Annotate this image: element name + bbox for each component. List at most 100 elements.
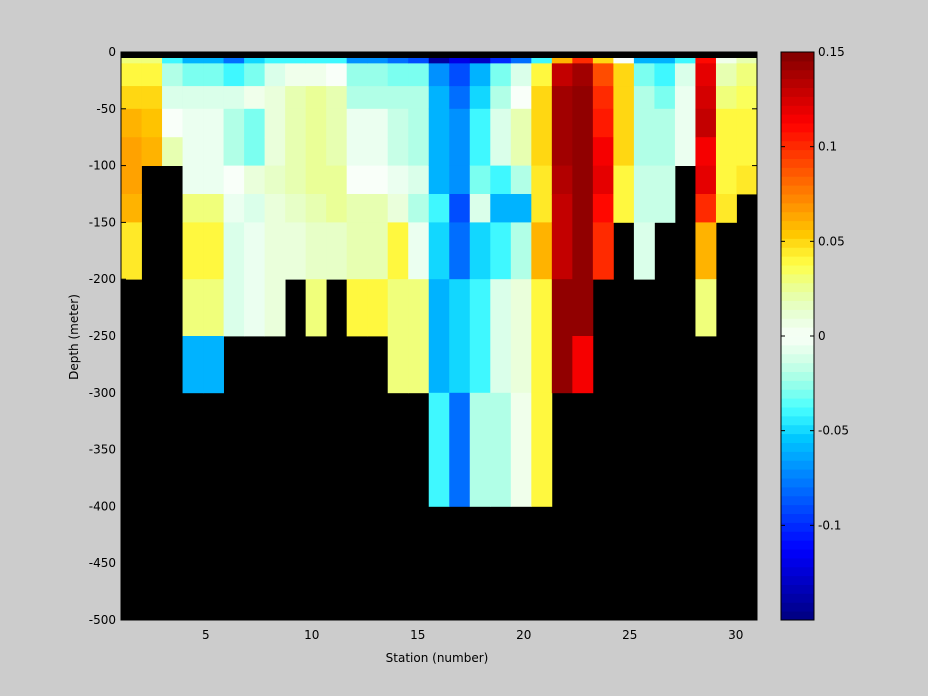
colorbar-swatch [781,140,814,151]
heatmap-cell [285,222,307,280]
colorbar-swatch [781,486,814,497]
heatmap-cell [244,222,266,280]
y-tick-label: -300 [89,386,116,400]
colorbar-swatch [781,513,814,523]
heatmap-cell [510,392,532,507]
heatmap-cell [428,222,450,280]
heatmap-cell [326,63,348,87]
colorbar-swatch [781,220,814,231]
heatmap-cell [654,108,676,166]
heatmap-cell [592,108,614,138]
heatmap-cell [592,165,614,195]
heatmap-cell [695,63,717,87]
heatmap-cell [695,279,717,337]
colorbar-swatch [781,389,814,399]
heatmap-cell [285,86,307,110]
heatmap-cell [203,194,224,223]
heatmap-cell [346,86,368,110]
heatmap-cell [715,86,737,110]
heatmap-cell [141,108,163,138]
heatmap-cell [428,392,450,507]
colorbar-swatch [781,309,814,319]
heatmap-cell [490,279,512,394]
heatmap-cell [551,63,573,87]
heatmap-cell [203,222,224,280]
heatmap-cell [305,165,327,195]
heatmap-cell [408,63,430,87]
colorbar-tick-label: 0.1 [818,140,837,154]
colorbar-swatches [781,52,814,621]
colorbar-swatch [781,96,814,106]
heatmap-cell [490,63,512,87]
colorbar-swatch [781,460,814,470]
colorbar-swatch [781,504,814,515]
heatmap-cell [674,63,696,87]
heatmap-cell [490,108,512,166]
heatmap-cell [162,108,183,138]
heatmap-cell [551,165,573,195]
heatmap-cell [387,86,409,110]
heatmap-cell [449,165,471,195]
colorbar-swatch [781,149,814,159]
heatmap-cell [244,108,266,138]
colorbar-swatch [781,265,814,275]
heatmap-cell [449,86,471,110]
heatmap-cell [428,86,450,110]
heatmap-cell [367,194,389,223]
heatmap-cell [244,137,266,166]
colorbar-swatch [781,131,814,142]
heatmap-cell [387,194,409,223]
heatmap-cell [387,165,409,195]
heatmap-cell [469,63,491,87]
heatmap-cell [244,194,266,223]
heatmap-cell [490,194,512,223]
y-axis: 0 -50 -100 -150 -200 -250 -300 -350 -400 -450 -500 [89,45,757,627]
colorbar-swatch [781,495,814,506]
heatmap-cell [613,86,635,166]
x-tick-label: 10 [304,628,319,642]
y-tick-label: -200 [89,272,116,286]
heatmap-cell [346,279,368,337]
heatmap-cell [264,86,286,110]
colorbar-swatch [781,540,814,550]
colorbar-swatch [781,211,814,222]
colorbar-swatch [781,424,814,435]
heatmap-cell [510,222,532,280]
heatmap-cell [695,222,717,280]
heatmap-cell [367,165,389,195]
colorbar-swatch [781,238,814,248]
heatmap-cell [367,63,389,87]
colorbar-swatch [781,282,814,293]
heatmap-cell [428,108,450,166]
heatmap-cell [715,194,737,223]
x-tick-label: 25 [622,628,637,642]
heatmap-cell [326,108,348,138]
heatmap-cell [162,86,183,110]
heatmap-cell [531,222,553,280]
heatmap-cell [715,165,737,195]
x-axis-label: Station (number) [386,651,489,665]
colorbar-swatch [781,362,814,373]
heatmap-cell [203,63,224,87]
x-tick-label: 30 [728,628,743,642]
colorbar-swatch [781,575,814,586]
heatmap-cell [367,279,389,337]
heatmap-cell [531,63,553,87]
y-tick-label: -100 [89,159,116,173]
heatmap-cell [695,137,717,166]
heatmap-cell [326,86,348,110]
colorbar-tick-label: 0 [818,329,826,343]
heatmap-cell [285,108,307,138]
heatmap-cell [449,392,471,507]
x-tick-label: 15 [410,628,425,642]
colorbar-swatch [781,407,814,417]
heatmap-cell [469,392,491,507]
colorbar-swatch [781,442,814,452]
colorbar-swatch [781,602,814,612]
heatmap-cell [428,279,450,394]
heatmap-cell [121,86,142,110]
heatmap-cell [469,222,491,280]
heatmap-cell [736,165,758,195]
heatmap-cell [305,194,327,223]
